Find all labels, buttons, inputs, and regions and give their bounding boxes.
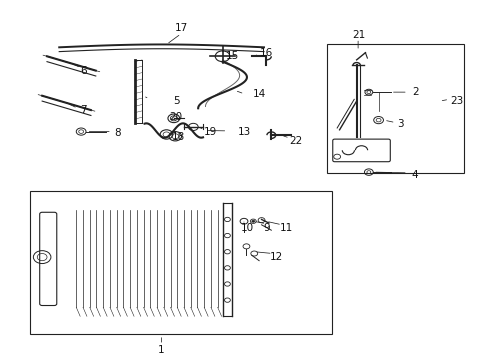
Text: 17: 17 [174, 23, 187, 33]
Text: 8: 8 [114, 129, 121, 138]
Text: 2: 2 [411, 87, 418, 97]
Text: 22: 22 [288, 136, 302, 145]
Text: 16: 16 [259, 48, 272, 58]
Bar [327, 44, 463, 173]
Text: 18: 18 [172, 132, 185, 142]
Text: 4: 4 [411, 170, 418, 180]
Text: 5: 5 [173, 96, 179, 106]
Text: 13: 13 [237, 127, 251, 136]
Text: 20: 20 [169, 112, 183, 122]
Text: 11: 11 [279, 224, 292, 233]
Text: 14: 14 [252, 89, 265, 99]
Text: 21: 21 [352, 30, 365, 40]
Text: 23: 23 [449, 96, 462, 106]
Text: 1: 1 [158, 345, 164, 355]
Text: 19: 19 [203, 127, 217, 136]
Bar [30, 191, 331, 334]
Text: 10: 10 [240, 224, 253, 233]
Text: 9: 9 [263, 224, 269, 233]
Circle shape [251, 220, 254, 222]
Text: 3: 3 [396, 120, 403, 129]
Text: 6: 6 [80, 66, 87, 76]
Text: 15: 15 [225, 51, 239, 61]
Text: 12: 12 [269, 252, 282, 262]
Text: 7: 7 [80, 105, 87, 115]
